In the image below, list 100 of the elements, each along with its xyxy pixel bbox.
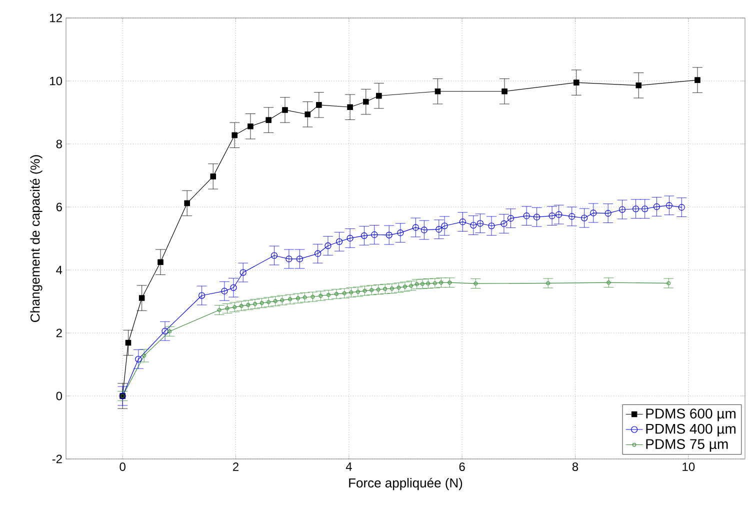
- point: [302, 295, 307, 300]
- point: [168, 330, 172, 334]
- point: [433, 281, 437, 286]
- point: [326, 292, 330, 297]
- x-tick-label: 2: [233, 462, 238, 471]
- point: [273, 299, 278, 304]
- point: [342, 291, 346, 296]
- point: [632, 206, 640, 212]
- y-tick-label: 6: [56, 202, 62, 212]
- point: [436, 226, 442, 233]
- point: [420, 226, 428, 234]
- point: [397, 230, 404, 236]
- y-tick-label: 8: [56, 140, 62, 148]
- point: [158, 259, 164, 266]
- legend-label: PDMS 600 µm: [646, 408, 736, 422]
- point: [217, 308, 222, 312]
- point: [523, 212, 530, 220]
- point: [266, 300, 270, 304]
- point: [376, 92, 382, 99]
- point: [470, 222, 477, 229]
- point: [318, 294, 323, 298]
- point: [232, 132, 238, 138]
- point: [280, 298, 284, 302]
- legend-label: PDMS 400 µm: [646, 424, 736, 437]
- point: [266, 117, 272, 123]
- y-tick-label: 10: [50, 76, 62, 86]
- point: [606, 280, 611, 284]
- point: [396, 286, 401, 290]
- point: [138, 295, 145, 301]
- point: [548, 212, 556, 220]
- point: [502, 88, 508, 94]
- point: [210, 174, 216, 180]
- point: [225, 306, 230, 310]
- point: [653, 203, 660, 210]
- point: [288, 297, 292, 302]
- point: [573, 80, 580, 86]
- point: [346, 234, 354, 242]
- point: [316, 102, 322, 108]
- point: [198, 292, 206, 299]
- point: [253, 302, 257, 306]
- point: [221, 288, 228, 294]
- point: [282, 107, 288, 113]
- point: [604, 210, 612, 217]
- point: [232, 305, 237, 310]
- point: [347, 104, 353, 110]
- point: [439, 280, 444, 284]
- point: [403, 284, 407, 289]
- y-tick-label: 0: [56, 392, 62, 400]
- point: [363, 98, 369, 105]
- point: [568, 213, 576, 220]
- point: [240, 269, 246, 276]
- point: [581, 214, 588, 222]
- point: [324, 242, 332, 250]
- point: [500, 220, 508, 227]
- y-tick-label: 2: [56, 328, 62, 338]
- point: [678, 204, 685, 211]
- x-tick-label: 8: [572, 462, 578, 472]
- point: [230, 284, 237, 291]
- point: [556, 211, 562, 218]
- point: [260, 301, 264, 305]
- y-tick-label: 4: [56, 266, 62, 274]
- point: [376, 288, 380, 292]
- point: [296, 296, 300, 300]
- point: [240, 304, 244, 308]
- point: [310, 294, 315, 299]
- point: [383, 286, 388, 291]
- point: [371, 231, 378, 238]
- y-axis-title: Changement de capacité (%): [30, 155, 42, 322]
- point: [370, 288, 374, 292]
- point: [386, 232, 392, 238]
- point: [184, 200, 190, 206]
- point: [314, 250, 322, 257]
- point: [507, 215, 514, 222]
- point: [441, 222, 448, 230]
- x-axis-title: Force appliquée (N): [349, 478, 462, 490]
- point: [248, 123, 254, 130]
- point: [246, 303, 250, 307]
- point: [694, 77, 700, 83]
- point: [448, 280, 452, 284]
- point: [476, 220, 484, 227]
- point: [474, 282, 478, 286]
- point: [434, 88, 441, 94]
- point: [356, 290, 360, 294]
- point: [488, 222, 495, 230]
- x-tick-label: 10: [682, 462, 695, 472]
- point: [546, 281, 550, 286]
- point: [618, 206, 626, 213]
- point: [125, 340, 132, 346]
- point: [414, 282, 419, 286]
- point: [286, 256, 292, 262]
- x-tick-label: 4: [346, 462, 352, 471]
- x-tick-label: 0: [120, 462, 126, 472]
- point: [420, 282, 424, 286]
- point: [636, 82, 642, 88]
- point: [296, 256, 303, 262]
- point: [390, 286, 394, 290]
- point: [362, 288, 367, 293]
- point: [334, 292, 338, 296]
- point: [412, 224, 419, 231]
- y-tick-label: 12: [50, 14, 62, 22]
